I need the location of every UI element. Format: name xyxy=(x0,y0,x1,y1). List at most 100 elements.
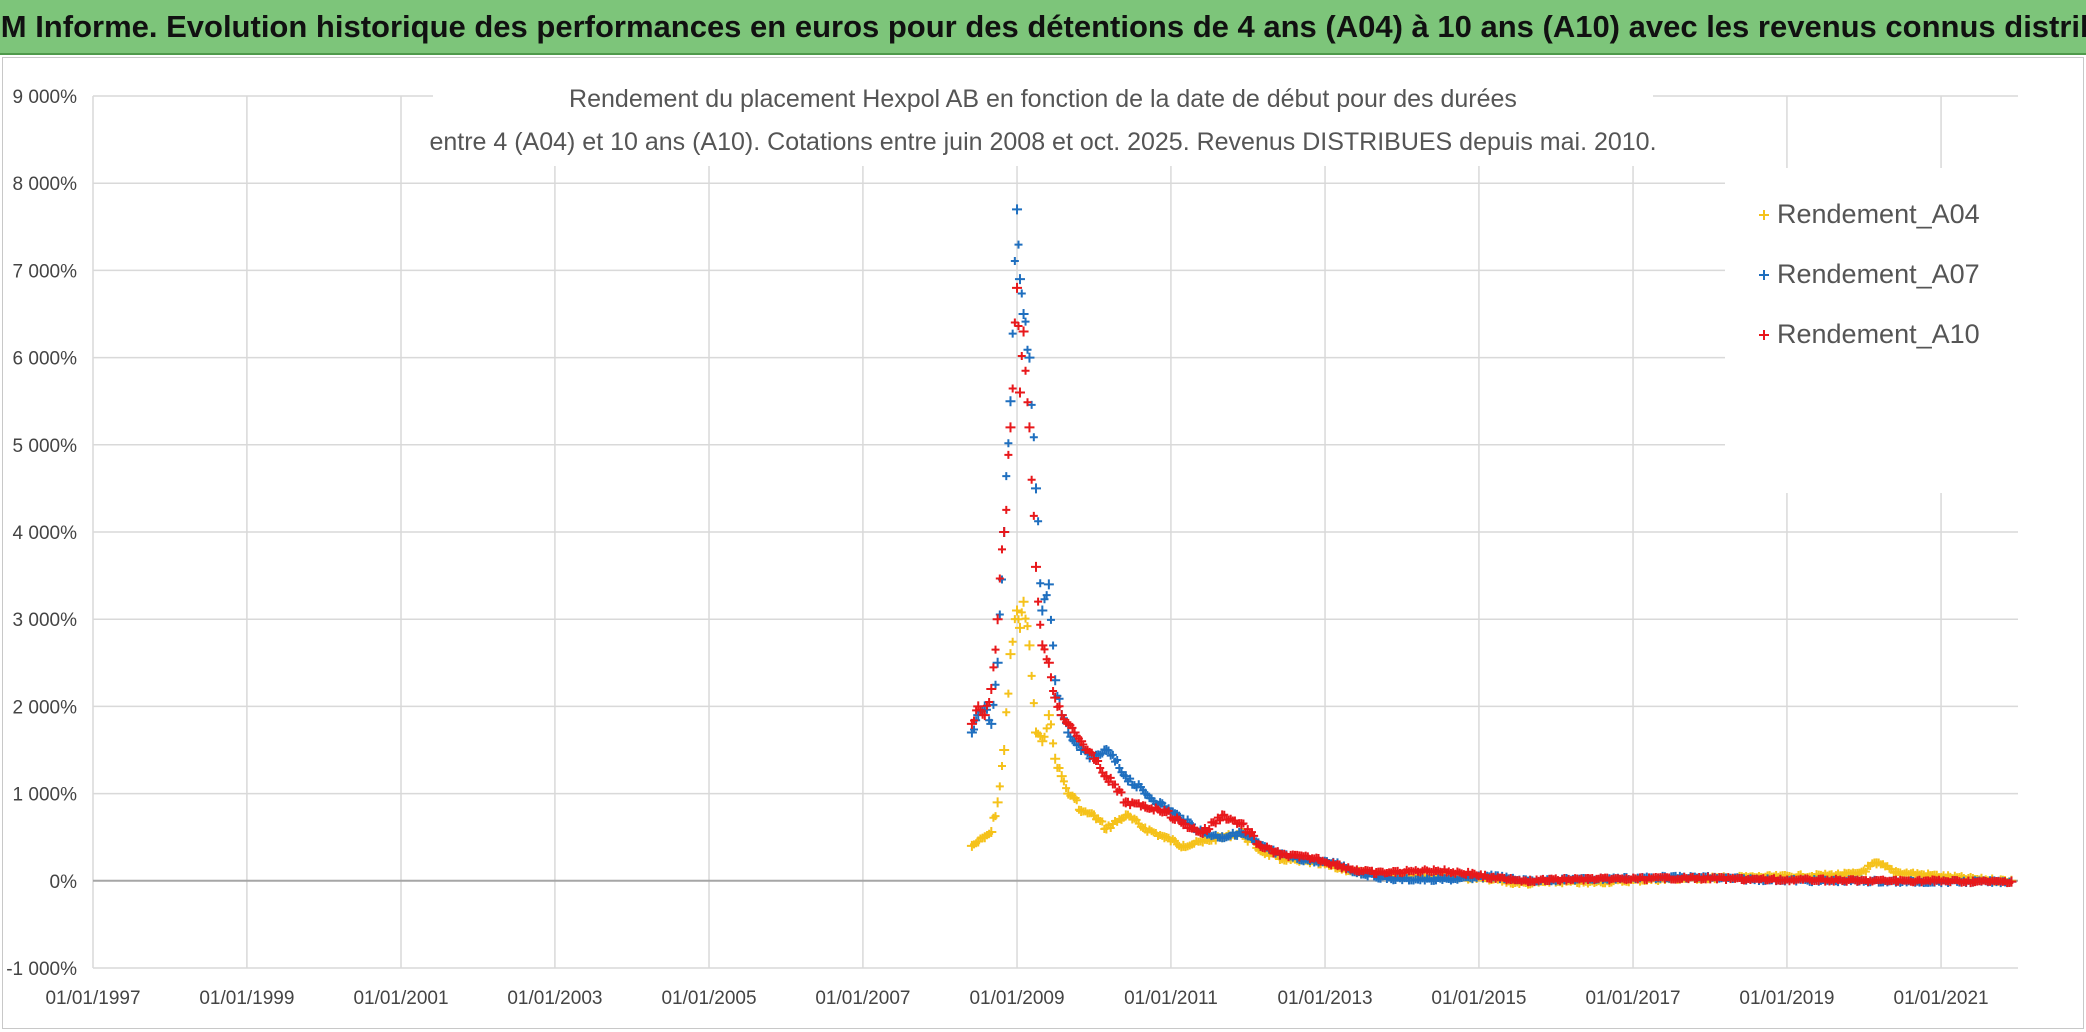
data-point xyxy=(1036,620,1045,629)
data-point xyxy=(1034,597,1043,606)
data-point xyxy=(1031,483,1041,494)
x-tick-label: 01/01/2017 xyxy=(1585,988,1680,1009)
legend: Rendement_A04 Rendement_A07 Rendement_A10 xyxy=(1759,199,1980,349)
x-tick-label: 01/01/2005 xyxy=(661,988,756,1009)
data-point xyxy=(1027,400,1036,409)
data-point xyxy=(1055,702,1064,711)
data-point xyxy=(1014,615,1023,624)
y-tick-label: 7 000% xyxy=(13,261,78,282)
data-point xyxy=(1014,240,1023,249)
data-point xyxy=(1014,387,1025,398)
data-point xyxy=(1037,605,1048,616)
data-point xyxy=(1036,579,1045,588)
data-point xyxy=(1021,317,1030,326)
data-point xyxy=(1140,788,1151,799)
data-point xyxy=(1024,640,1035,651)
data-point xyxy=(1104,777,1113,786)
data-point xyxy=(1056,771,1067,782)
data-point xyxy=(1698,873,1709,884)
data-point xyxy=(1021,366,1030,375)
data-point xyxy=(1050,692,1061,703)
data-point xyxy=(1040,595,1049,604)
data-point xyxy=(1005,396,1016,407)
data-point xyxy=(997,762,1006,771)
data-point xyxy=(997,545,1006,554)
data-point xyxy=(1004,439,1013,448)
data-point xyxy=(1220,810,1229,819)
y-tick-label: 1 000% xyxy=(13,785,78,806)
data-point xyxy=(1059,777,1068,786)
data-point xyxy=(1037,736,1048,747)
data-point xyxy=(1108,750,1117,759)
data-point xyxy=(1004,689,1013,698)
data-point xyxy=(1043,579,1054,590)
data-point xyxy=(2006,876,2017,887)
data-point xyxy=(1017,289,1026,298)
data-point xyxy=(1040,732,1049,741)
data-point xyxy=(1012,204,1023,215)
data-point xyxy=(1023,622,1032,631)
legend-item: Rendement_A10 xyxy=(1759,319,1980,349)
x-tick-label: 01/01/2003 xyxy=(507,988,602,1009)
data-point xyxy=(1014,274,1025,285)
x-tick-label: 01/01/2009 xyxy=(969,988,1064,1009)
data-point xyxy=(1049,641,1058,650)
series-Rendement_A04 xyxy=(966,596,2017,889)
legend-item: Rendement_A07 xyxy=(1759,259,1980,289)
data-point xyxy=(1087,748,1096,757)
data-point xyxy=(1239,819,1248,828)
data-point xyxy=(991,645,1000,654)
data-point xyxy=(986,826,997,837)
data-point xyxy=(1043,710,1054,721)
data-point xyxy=(1211,819,1220,828)
data-point xyxy=(1005,649,1016,660)
chart-title-background xyxy=(433,58,1653,166)
data-point xyxy=(1117,788,1126,797)
data-point xyxy=(1094,756,1103,765)
data-point xyxy=(985,697,994,706)
data-point xyxy=(1098,817,1107,826)
data-point xyxy=(986,683,997,694)
data-point xyxy=(1106,773,1115,782)
data-series xyxy=(966,204,2017,889)
data-point xyxy=(1031,561,1041,572)
series-Rendement_A10 xyxy=(966,282,2017,888)
x-tick-label: 01/01/2007 xyxy=(815,988,910,1009)
data-point xyxy=(1018,596,1029,607)
report-banner: ADAM Informe. Evolution historique des p… xyxy=(0,0,2086,55)
data-point xyxy=(1002,708,1011,717)
data-point xyxy=(1008,384,1017,393)
x-tick-label: 01/01/2021 xyxy=(1894,988,1989,1009)
y-tick-label: 0% xyxy=(50,872,78,893)
data-point xyxy=(979,832,990,843)
legend-box xyxy=(1725,168,2025,493)
data-point xyxy=(1042,591,1051,600)
chart-title-line1: Rendement du placement Hexpol AB en fonc… xyxy=(569,85,1517,113)
data-point xyxy=(986,718,997,729)
data-point xyxy=(1113,756,1122,765)
x-tick-label: 01/01/2013 xyxy=(1277,988,1372,1009)
data-point xyxy=(1023,345,1032,354)
data-point xyxy=(1002,505,1011,514)
data-point xyxy=(1111,780,1120,789)
x-tick-label: 01/01/1997 xyxy=(45,988,140,1009)
data-point xyxy=(1072,796,1081,805)
data-point xyxy=(1024,352,1035,363)
data-point xyxy=(1861,867,1870,876)
data-point xyxy=(1008,637,1017,646)
performance-scatter-chart: -1 000% 0% 1 000% 2 000% 3 000% 4 000% 5 000% 6… xyxy=(6,58,2025,1009)
x-tick-label: 01/01/2019 xyxy=(1739,988,1834,1009)
data-point xyxy=(1759,210,1769,220)
legend-label: Rendement_A04 xyxy=(1777,199,1980,229)
x-tick-label: 01/01/1999 xyxy=(199,988,294,1009)
data-point xyxy=(1250,831,1259,840)
data-point xyxy=(1205,825,1214,834)
data-point xyxy=(1018,326,1029,337)
y-tick-label: 6 000% xyxy=(13,349,78,370)
data-point xyxy=(976,705,985,714)
data-point xyxy=(970,716,979,725)
data-point xyxy=(1024,422,1035,433)
data-point xyxy=(1042,724,1051,733)
x-tick-label: 01/01/2001 xyxy=(353,988,448,1009)
data-point xyxy=(995,574,1004,583)
